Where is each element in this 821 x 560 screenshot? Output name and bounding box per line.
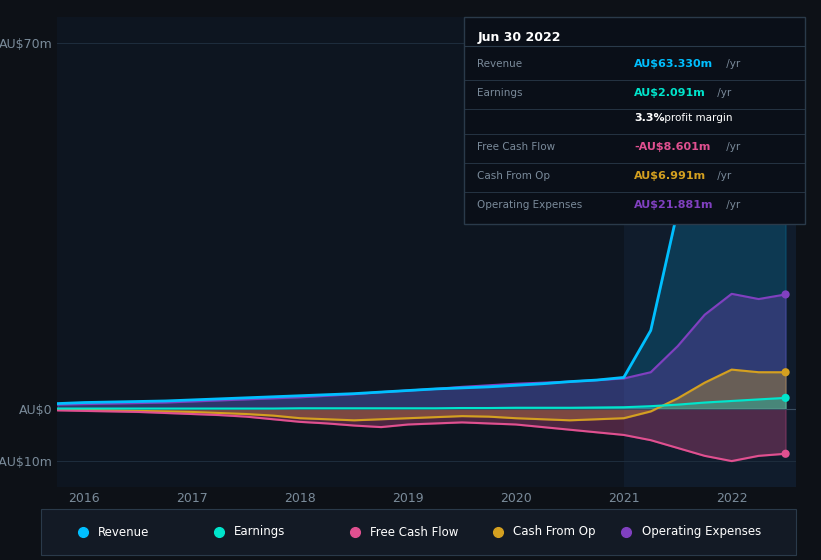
Text: AU$21.881m: AU$21.881m — [635, 200, 713, 211]
Point — [779, 393, 792, 402]
Text: Earnings: Earnings — [234, 525, 285, 539]
Text: AU$6.991m: AU$6.991m — [635, 171, 706, 181]
Text: Revenue: Revenue — [478, 59, 523, 69]
Point — [779, 73, 792, 82]
Text: Cash From Op: Cash From Op — [478, 171, 551, 181]
Point — [779, 449, 792, 458]
Text: AU$2.091m: AU$2.091m — [635, 88, 706, 99]
Point — [779, 290, 792, 299]
Text: Operating Expenses: Operating Expenses — [478, 200, 583, 211]
FancyBboxPatch shape — [464, 17, 805, 224]
Text: Free Cash Flow: Free Cash Flow — [478, 142, 556, 152]
Text: Free Cash Flow: Free Cash Flow — [369, 525, 458, 539]
Text: /yr: /yr — [722, 142, 740, 152]
Text: AU$63.330m: AU$63.330m — [635, 59, 713, 69]
Bar — [624, 17, 796, 487]
Text: Cash From Op: Cash From Op — [513, 525, 595, 539]
Text: Revenue: Revenue — [98, 525, 149, 539]
Text: /yr: /yr — [714, 88, 732, 99]
Text: -AU$8.601m: -AU$8.601m — [635, 142, 711, 152]
Text: Jun 30 2022: Jun 30 2022 — [478, 31, 561, 44]
Text: Operating Expenses: Operating Expenses — [641, 525, 761, 539]
Text: /yr: /yr — [722, 59, 740, 69]
FancyBboxPatch shape — [41, 510, 796, 554]
Text: 3.3%: 3.3% — [635, 113, 665, 123]
Text: /yr: /yr — [722, 200, 740, 211]
Text: Earnings: Earnings — [478, 88, 523, 99]
Text: profit margin: profit margin — [662, 113, 733, 123]
Point — [779, 368, 792, 377]
Text: /yr: /yr — [714, 171, 732, 181]
